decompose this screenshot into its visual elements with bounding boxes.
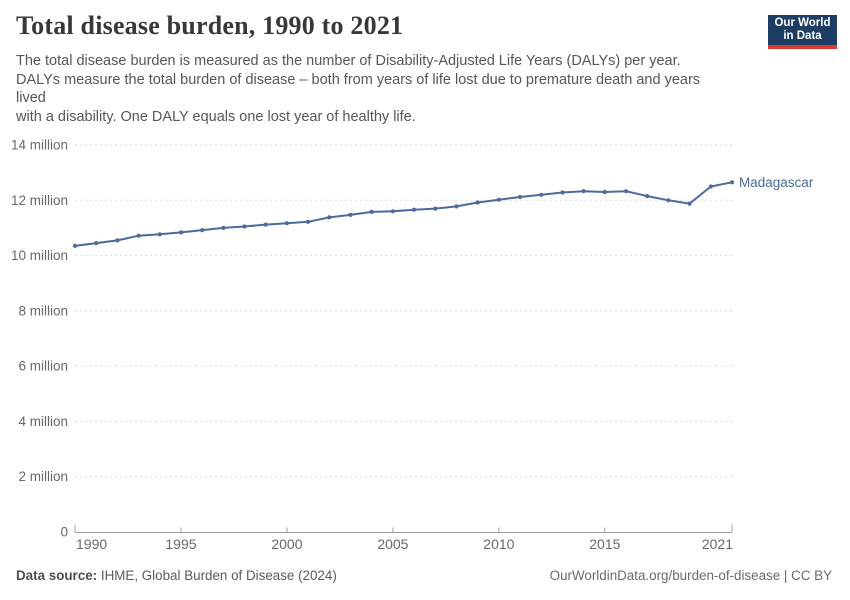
y-axis-tick-label: 12 million [11,193,68,208]
data-point [348,212,353,217]
owid-logo-line1: Our World [774,17,831,29]
data-point [72,243,78,248]
data-point [666,198,671,203]
data-point [94,241,99,246]
data-line-madagascar [74,181,733,247]
data-point [581,189,586,194]
subtitle-line: The total disease burden is measured as … [16,53,681,69]
data-source-text: IHME, Global Burden of Disease (2024) [97,568,337,583]
chart-footer: Data source: IHME, Global Burden of Dise… [0,568,850,586]
data-point [539,192,544,197]
data-point [390,209,395,214]
data-point [327,215,332,220]
x-axis-tick-label: 2015 [589,536,620,552]
owid-url-license[interactable]: OurWorldinData.org/burden-of-disease | C… [549,568,832,583]
subtitle-line: with a disability. One DALY equals one l… [16,108,416,125]
data-point [200,228,205,233]
data-point [369,209,374,214]
y-axis-tick-label: 8 million [18,303,68,318]
data-point [602,189,607,195]
data-point [284,221,289,226]
x-axis-tick-label: 2005 [377,536,408,552]
data-point [454,204,459,209]
owid-logo-line2: in Data [783,30,822,42]
data-point [475,200,480,205]
data-source-note: Data source: IHME, Global Burden of Dise… [16,568,337,583]
owid-logo: Our World in Data [768,15,837,49]
data-point [242,224,247,229]
data-point [708,184,713,189]
data-point [729,180,735,185]
data-point [560,190,565,195]
x-axis-tick-label: 1995 [165,536,196,552]
data-point [115,238,120,243]
subtitle-line: DALYs measure the total burden of diseas… [16,71,701,88]
y-axis-tick-label: 0 [60,525,68,540]
y-axis-tick-label: 10 million [11,248,68,263]
data-source-label: Data source: [16,568,98,583]
data-point [433,206,438,211]
data-point [178,230,184,235]
data-point [496,197,501,202]
y-axis-tick-label: 4 million [18,414,68,429]
chart-subtitle: The total disease burden is measured as … [16,52,736,126]
data-point [306,219,311,224]
x-axis-tick-label: 2010 [483,536,514,552]
x-axis-tick-label: 1990 [76,536,107,552]
data-point [687,201,692,206]
data-point [157,232,162,237]
y-axis-tick-label: 14 million [11,138,68,153]
subtitle-line: lived [16,90,46,107]
y-axis-tick-label: 6 million [18,359,68,374]
x-axis-tick-label: 2021 [702,536,733,552]
data-point [412,207,417,212]
series-label-madagascar: Madagascar [739,175,814,190]
data-point [518,194,523,200]
page-title: Total disease burden, 1990 to 2021 [16,11,404,40]
data-point [645,194,650,199]
data-point [136,233,141,238]
data-point [263,222,268,227]
x-axis-tick-label: 2000 [271,536,302,552]
data-point [221,225,226,230]
y-axis-tick-label: 2 million [18,469,68,484]
data-point [623,189,629,194]
